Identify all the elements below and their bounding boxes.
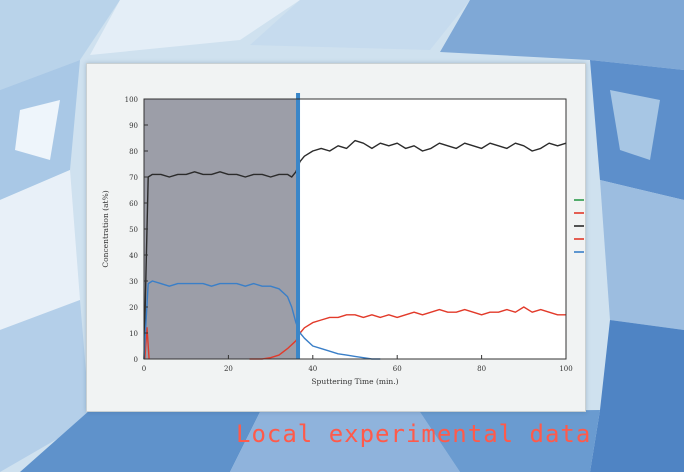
y-tick-label: 80	[129, 148, 138, 156]
caption-text: Local experimental data	[236, 420, 592, 448]
x-tick-label: 100	[559, 365, 572, 373]
y-tick-label: 10	[129, 330, 138, 338]
y-tick-label: 70	[129, 174, 138, 182]
y-tick-label: 0	[134, 356, 138, 364]
x-tick-label: 80	[477, 365, 486, 373]
y-tick-label: 40	[129, 252, 138, 260]
y-tick-label: 60	[129, 200, 138, 208]
series-line-sn1	[143, 280, 381, 360]
x-tick-label: 60	[393, 365, 402, 373]
series-line-o1	[144, 327, 150, 360]
y-tick-label: 100	[125, 96, 138, 104]
x-tick-label: 40	[308, 365, 317, 373]
y-tick-label: 50	[129, 226, 138, 234]
y-tick-label: 20	[129, 304, 138, 312]
y-tick-label: 90	[129, 122, 138, 130]
x-axis-label: Sputtering Time (min.)	[311, 377, 398, 386]
x-tick-label: 0	[142, 365, 146, 373]
shaded-region	[144, 99, 299, 359]
series-line-zn1	[249, 306, 566, 360]
y-axis-label: Concentration (at%)	[101, 190, 110, 267]
y-tick-label: 30	[129, 278, 138, 286]
sputtering-depth-profile-chart: 0 10 20 30 40 50 60 70 80 90 100 0 20 40 60 80 100 Sputte…	[101, 93, 584, 386]
x-tick-label: 20	[224, 365, 233, 373]
series-line-cu1	[143, 139, 567, 360]
